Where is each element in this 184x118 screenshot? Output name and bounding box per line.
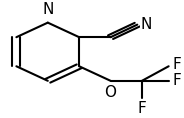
- Text: N: N: [141, 17, 152, 32]
- Text: O: O: [105, 85, 117, 100]
- Text: F: F: [172, 73, 181, 88]
- Text: F: F: [138, 101, 146, 116]
- Text: N: N: [42, 2, 54, 17]
- Text: F: F: [172, 57, 181, 72]
